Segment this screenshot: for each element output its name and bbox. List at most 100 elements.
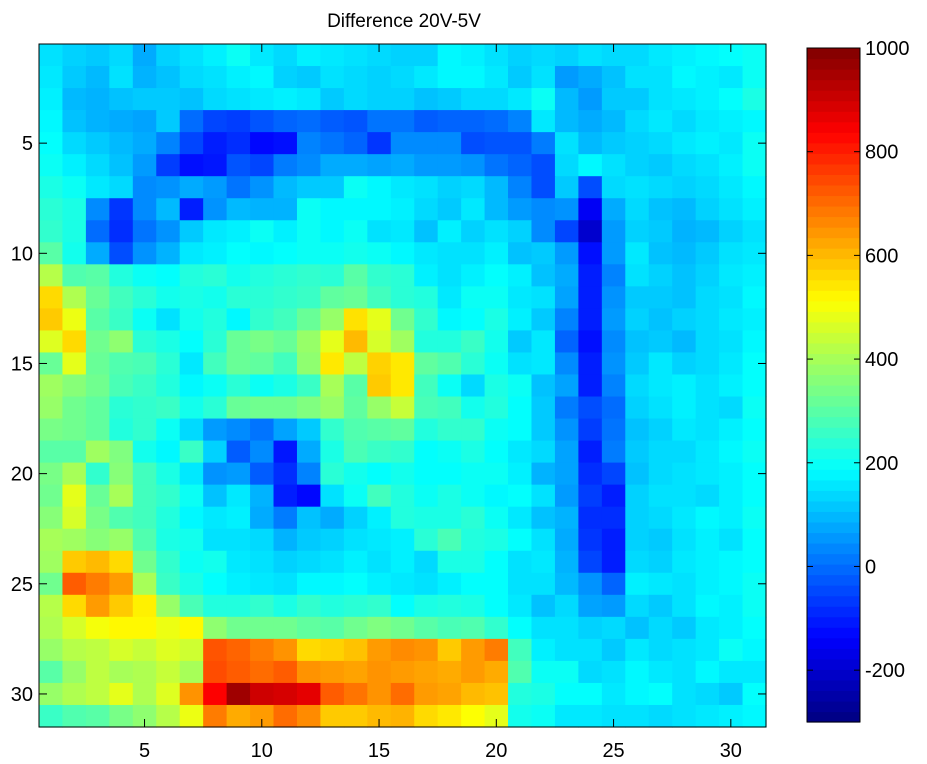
heatmap-cell — [578, 682, 603, 706]
heatmap-cell — [414, 374, 439, 398]
heatmap-cell — [203, 440, 228, 464]
heatmap-cell — [250, 66, 275, 89]
heatmap-cell — [39, 550, 64, 574]
heatmap-cell — [578, 594, 603, 618]
x-tick-label: 5 — [139, 740, 150, 762]
heatmap-cell — [39, 66, 64, 89]
colorbar-segment — [807, 163, 860, 175]
heatmap-cell — [531, 462, 556, 486]
colorbar-segment — [807, 342, 860, 355]
plot-frame — [38, 43, 767, 728]
colorbar-segment — [807, 700, 860, 713]
heatmap-cell — [85, 44, 110, 67]
heatmap-cell — [296, 198, 322, 221]
heatmap-cell — [62, 66, 87, 89]
heatmap-cell — [484, 506, 509, 530]
heatmap-cell — [296, 308, 322, 332]
heatmap-cell — [343, 264, 368, 287]
heatmap-cell — [625, 396, 650, 420]
heatmap-cell — [648, 308, 673, 332]
heatmap-cell — [226, 462, 251, 486]
heatmap-cell — [719, 572, 744, 596]
x-tick-label: 20 — [485, 740, 507, 762]
heatmap-cell — [226, 528, 251, 552]
heatmap-cell — [250, 176, 275, 199]
heatmap-cell — [179, 242, 204, 265]
heatmap-cell — [648, 638, 673, 662]
heatmap-cell — [554, 462, 579, 486]
y-tick-label: 20 — [11, 464, 33, 486]
heatmap-cell — [62, 132, 87, 155]
heatmap-cell — [156, 550, 181, 574]
heatmap-cell — [390, 572, 415, 596]
heatmap-cell — [179, 484, 204, 508]
heatmap-cell — [85, 418, 110, 442]
heatmap-cell — [554, 660, 579, 684]
heatmap-cell — [343, 616, 368, 640]
heatmap-cell — [203, 396, 228, 420]
heatmap-cell — [273, 396, 298, 420]
heatmap-cell — [367, 638, 392, 662]
heatmap-cell — [39, 660, 64, 684]
heatmap-cell — [625, 110, 650, 133]
heatmap-cell — [273, 264, 298, 287]
colorbar-segment — [807, 564, 860, 576]
heatmap-cell — [226, 704, 251, 728]
heatmap-cell — [156, 682, 181, 706]
heatmap-cell — [343, 638, 368, 662]
heatmap-cell — [273, 638, 298, 662]
heatmap-cell — [625, 418, 650, 442]
heatmap-cell — [85, 220, 110, 243]
heatmap-cell — [695, 550, 720, 574]
colorbar-segment — [807, 321, 860, 333]
heatmap-cell — [414, 616, 439, 640]
heatmap-cell — [742, 660, 767, 684]
heatmap-cell — [437, 704, 462, 728]
heatmap-cell — [226, 594, 251, 618]
heatmap-cell — [531, 528, 556, 552]
heatmap-cell — [203, 88, 228, 111]
heatmap-cell — [226, 330, 251, 354]
heatmap-cell — [156, 418, 181, 442]
heatmap-cell — [320, 506, 345, 530]
colorbar-segment — [807, 553, 860, 565]
heatmap-cell — [156, 154, 181, 177]
heatmap-cell — [484, 660, 509, 684]
heatmap-cell — [461, 462, 486, 486]
heatmap-cell — [203, 550, 228, 574]
heatmap-cell — [461, 88, 486, 111]
heatmap-cell — [648, 418, 673, 442]
heatmap-cell — [578, 154, 603, 177]
heatmap-cell — [672, 704, 697, 728]
heatmap-cell — [367, 330, 392, 354]
heatmap-cell — [390, 462, 415, 486]
heatmap-cell — [648, 264, 673, 287]
heatmap-cell — [132, 286, 157, 309]
heatmap-cell — [672, 506, 697, 530]
heatmap-cell — [390, 638, 415, 662]
heatmap-cell — [273, 616, 298, 640]
heatmap-cell — [85, 242, 110, 265]
heatmap-cell — [85, 66, 110, 89]
heatmap-cell — [367, 660, 392, 684]
heatmap-cell — [508, 660, 533, 684]
heatmap-cell — [648, 66, 673, 89]
heatmap-cell — [508, 264, 533, 287]
heatmap-cell — [695, 704, 720, 728]
heatmap-cell — [601, 66, 626, 89]
heatmap-cell — [62, 506, 87, 530]
heatmap-cell — [203, 154, 228, 177]
colorbar-segment — [807, 532, 860, 544]
heatmap-cell — [132, 396, 157, 420]
colorbar-segment — [807, 690, 860, 702]
heatmap-cell — [672, 198, 697, 221]
heatmap-cell — [132, 220, 157, 243]
heatmap-cell — [601, 264, 626, 287]
colorbar-segment — [807, 648, 860, 660]
heatmap-cell — [648, 176, 673, 199]
heatmap-cell — [508, 154, 533, 177]
y-tick-label: 30 — [11, 684, 33, 706]
heatmap-cell — [742, 176, 767, 199]
heatmap-cell — [39, 396, 64, 420]
